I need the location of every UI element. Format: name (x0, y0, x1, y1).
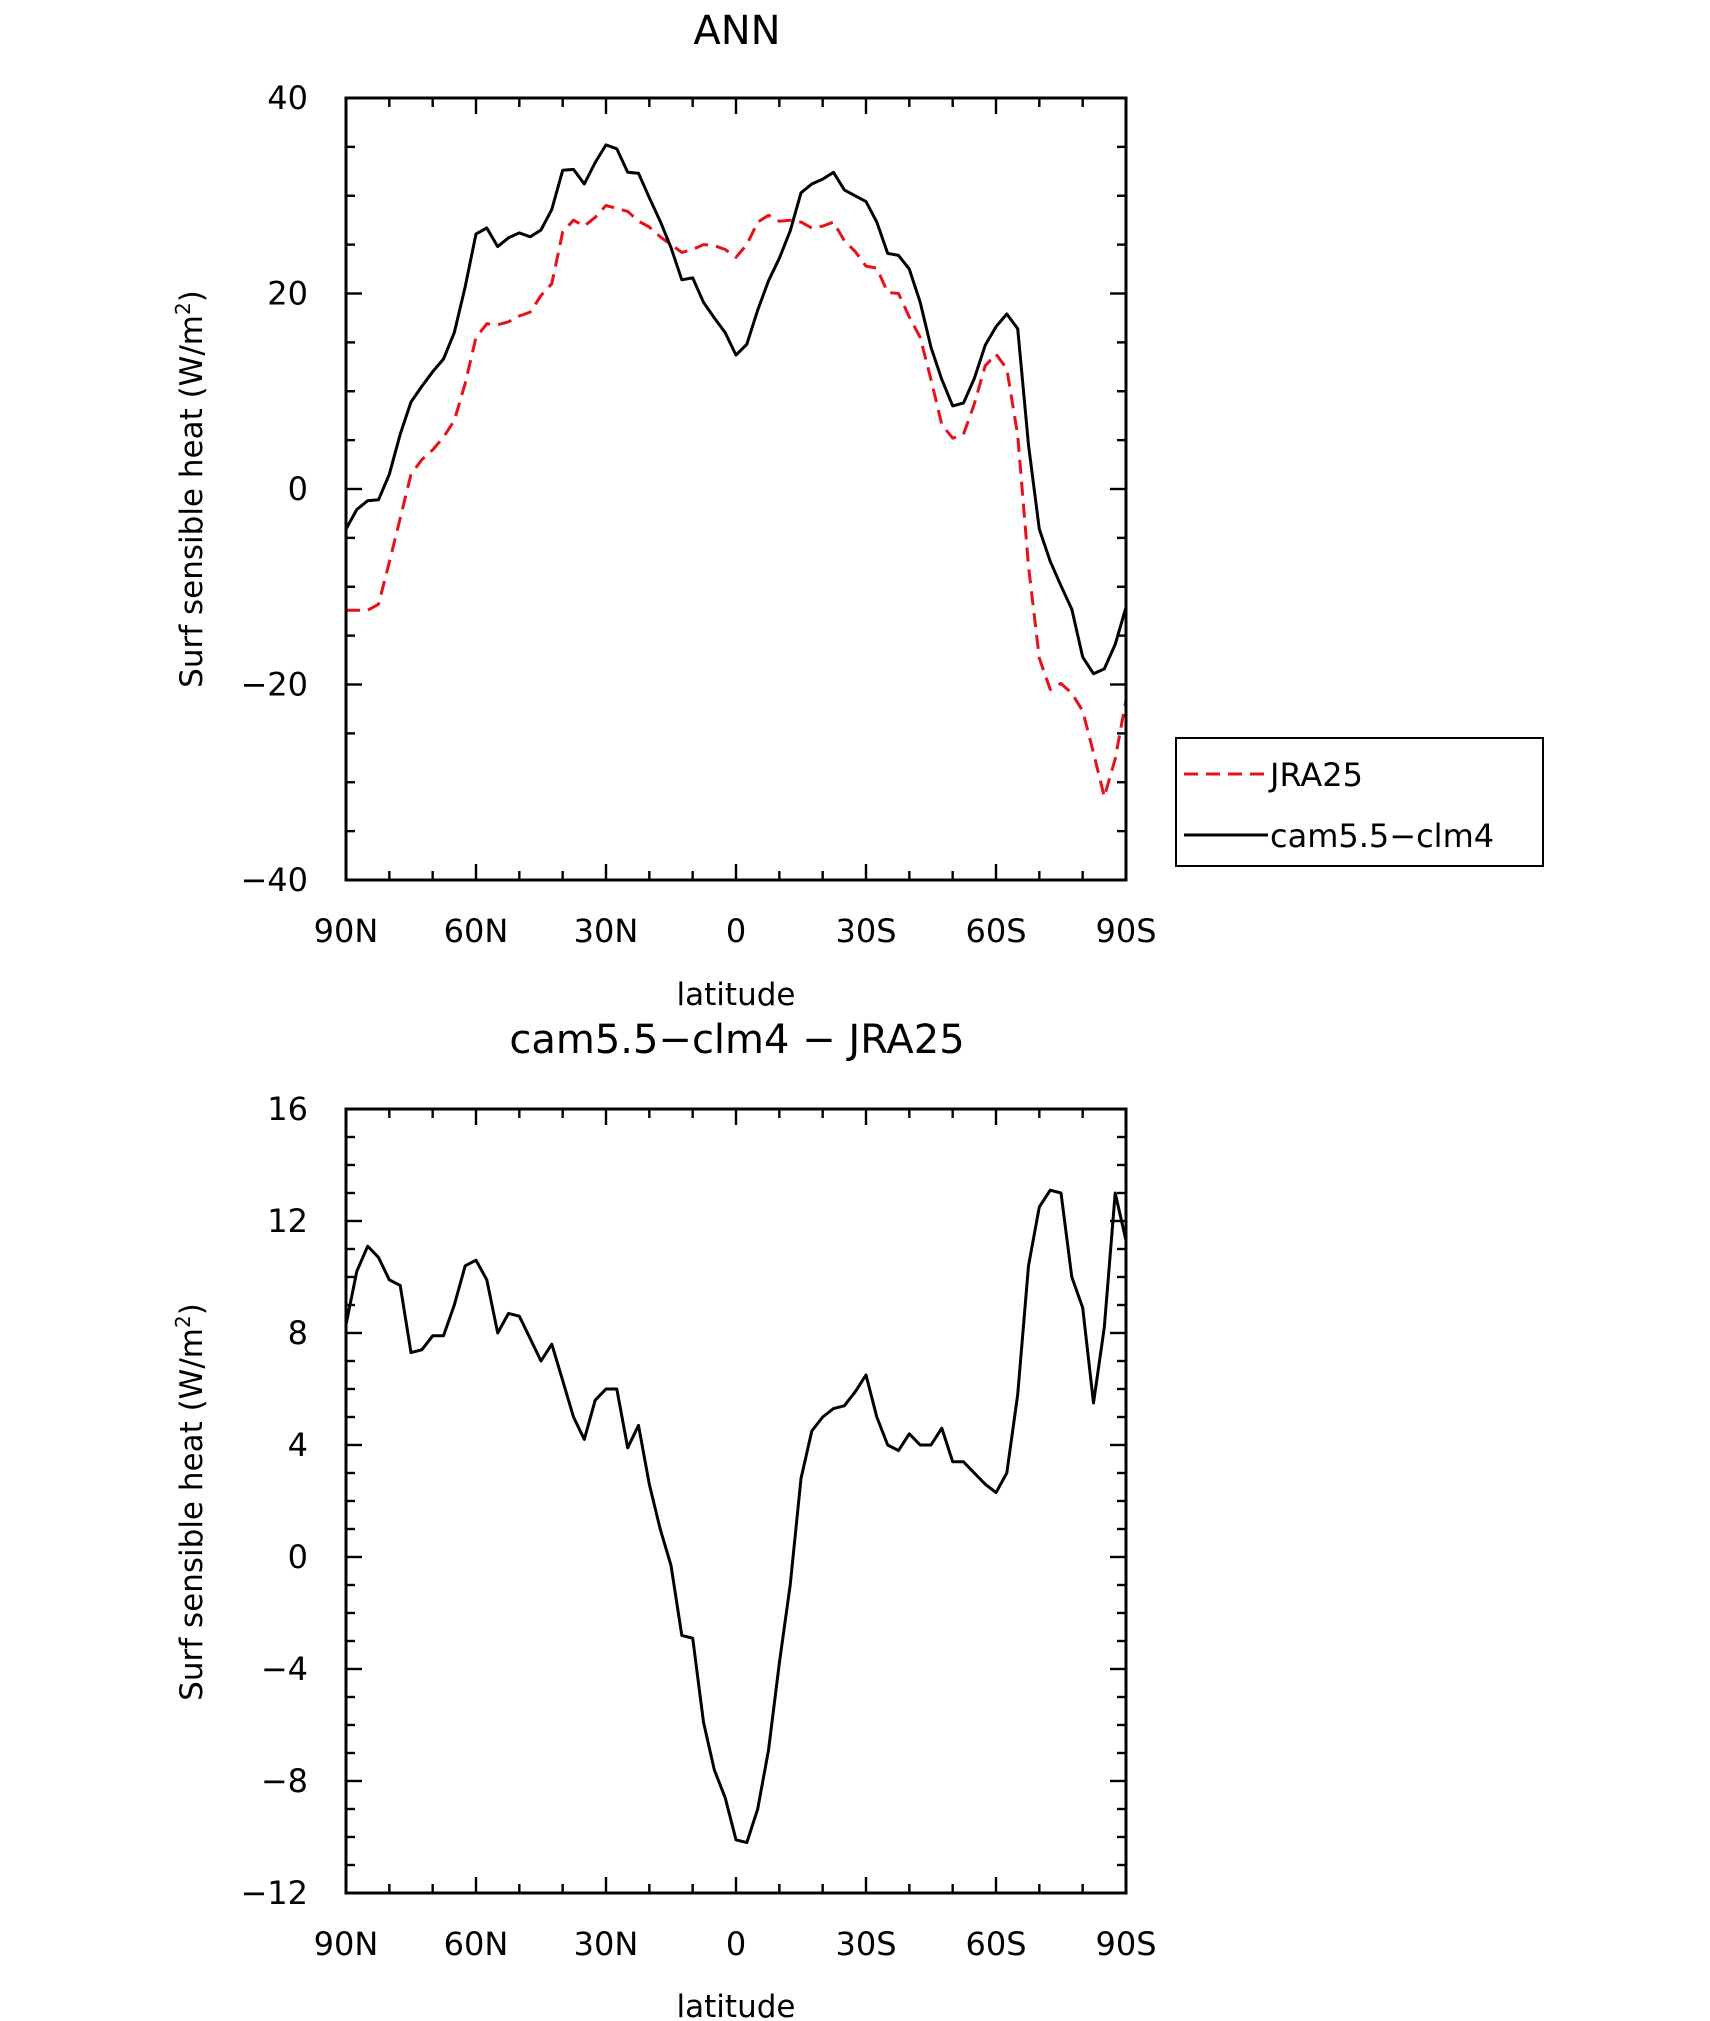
y-tick-label: 12 (267, 1202, 308, 1240)
panel1-x-tick-labels: 90N 60N 30N 0 30S 60S 90S (314, 912, 1157, 950)
x-tick-label: 0 (726, 1925, 746, 1963)
panel2-y-axis-label-main: Surf sensible heat (W/m (174, 1328, 210, 1701)
panel2-y-axis-label-suffix: ) (174, 1303, 210, 1315)
legend-label-cam: cam5.5−clm4 (1270, 817, 1494, 855)
y-tick-label: 0 (288, 1538, 308, 1576)
panel2-y-tick-labels: −12 −8 −4 0 4 8 12 16 (240, 1090, 308, 1912)
y-tick-label: 0 (288, 470, 308, 508)
series-line-difference (344, 1188, 1128, 1845)
y-tick-label: 16 (267, 1090, 308, 1128)
x-tick-label: 30N (574, 912, 639, 950)
legend-label-jra25: JRA25 (1268, 756, 1363, 794)
panel1-ticks (344, 96, 1128, 882)
panel1-title: ANN (693, 8, 780, 54)
x-tick-label: 30N (574, 1925, 639, 1963)
series-line-jra25 (346, 204, 1128, 799)
panel-difference: cam5.5−clm4 − JRA25 −12 −8 −4 0 4 8 12 16 90N 60… (171, 1017, 1157, 2021)
panel2-x-axis-label: latitude (677, 1989, 796, 2021)
x-tick-label: 60S (965, 912, 1026, 950)
x-tick-label: 60N (444, 912, 509, 950)
legend: JRA25 cam5.5−clm4 (1175, 737, 1544, 867)
panel2-x-tick-labels: 90N 60N 30N 0 30S 60S 90S (314, 1925, 1157, 1963)
legend-frame (1175, 737, 1544, 867)
x-tick-label: 90N (314, 1925, 379, 1963)
x-tick-label: 60N (444, 1925, 509, 1963)
panel2-plot-frame (344, 1107, 1128, 1895)
x-tick-label: 90S (1095, 1925, 1156, 1963)
panel1-y-axis-label-suffix: ) (174, 290, 210, 302)
panel2-title: cam5.5−clm4 − JRA25 (509, 1017, 964, 1063)
x-tick-label: 30S (835, 1925, 896, 1963)
series-line-cam5-5-clm4 (344, 143, 1128, 676)
panel1-x-axis-label: latitude (677, 977, 796, 1013)
panel1-plot-frame (344, 96, 1128, 882)
x-tick-label: 90S (1095, 912, 1156, 950)
panel2-series-group (344, 1188, 1128, 1845)
y-tick-label: −4 (261, 1650, 308, 1688)
panel1-y-axis-label: Surf sensible heat (W/m2) (171, 290, 210, 688)
panel1-series-group (344, 143, 1128, 799)
panel1-y-tick-labels: −40 −20 0 20 40 (240, 79, 308, 899)
panel2-y-axis-label: Surf sensible heat (W/m2) (171, 1303, 210, 1701)
y-tick-label: 8 (288, 1314, 308, 1352)
panel-annual-mean: ANN −40 −20 0 20 40 90N 60N 30N 0 30S 60S 90S lati… (171, 8, 1544, 1013)
y-tick-label: −12 (240, 1874, 308, 1912)
x-tick-label: 30S (835, 912, 896, 950)
x-tick-label: 0 (726, 912, 746, 950)
y-tick-label: −8 (261, 1762, 308, 1800)
panel1-y-axis-label-main: Surf sensible heat (W/m (174, 315, 210, 688)
x-tick-label: 90N (314, 912, 379, 950)
panel2-y-axis-label-superscript: 2 (171, 1315, 195, 1328)
panel1-y-axis-label-superscript: 2 (171, 302, 195, 315)
y-tick-label: 4 (288, 1426, 308, 1464)
panel2-ticks (344, 1107, 1128, 1895)
y-tick-label: 40 (267, 79, 308, 117)
y-tick-label: 20 (267, 275, 308, 313)
y-tick-label: −40 (240, 861, 308, 899)
y-tick-label: −20 (240, 666, 308, 704)
x-tick-label: 60S (965, 1925, 1026, 1963)
